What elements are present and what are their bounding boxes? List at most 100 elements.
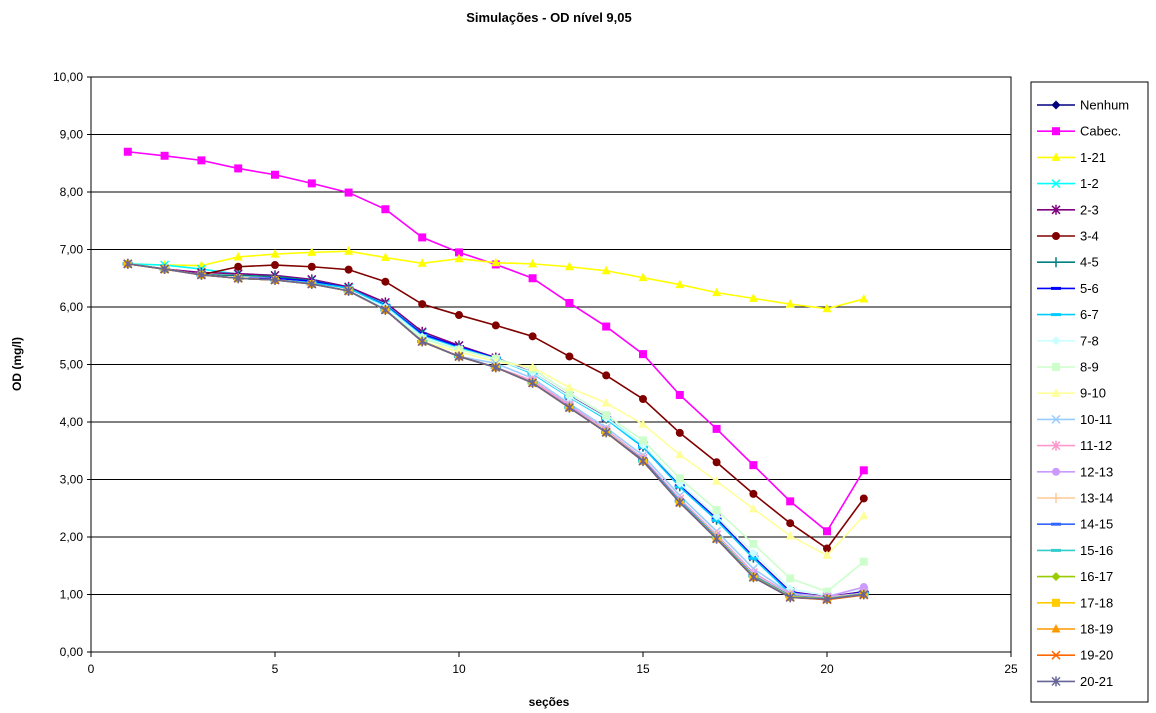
legend-box — [1030, 81, 1149, 703]
legend-item: 6-7 — [1037, 307, 1099, 322]
series-9-10-point — [675, 449, 685, 459]
series-1-21-point — [270, 249, 280, 258]
legend-item: 8-9 — [1037, 360, 1099, 375]
legend-label: 8-9 — [1080, 360, 1099, 375]
series-20-21-point — [785, 592, 795, 603]
series-3-4-point — [528, 332, 537, 341]
series-cabec-point — [859, 466, 868, 475]
series-8-9-point — [786, 574, 795, 583]
series-20-21-point — [601, 427, 611, 438]
series-1-21-point — [417, 258, 427, 267]
series-20-21-point — [307, 279, 317, 289]
legend-label: 10-11 — [1080, 412, 1112, 427]
series-1-21-point — [380, 252, 390, 262]
x-tick-label: 10 — [452, 662, 466, 676]
series-20-21-point — [491, 362, 501, 373]
legend-label: 3-4 — [1080, 229, 1099, 244]
chart-title: Simulações - OD nível 9,05 — [466, 10, 631, 25]
series-8-9-point — [639, 436, 647, 445]
legend-label: 19-20 — [1080, 648, 1113, 663]
legend-marker — [1051, 414, 1061, 424]
series-8-9-point — [602, 411, 611, 420]
series-1-21-point — [307, 247, 317, 256]
series-3-4-point — [344, 265, 353, 274]
series-group — [122, 147, 869, 605]
series-9-10-point — [748, 503, 758, 513]
series-20-21-point — [859, 589, 869, 600]
y-tick-label: 6,00 — [60, 300, 84, 314]
x-axis: 0 5 10 15 20 25 — [88, 652, 1018, 676]
series-3-4-point — [749, 489, 758, 498]
legend-item: 16-17 — [1037, 569, 1113, 584]
y-axis: 0,00 1,00 2,00 3,00 4,00 5,00 6,00 7,00 8,00 9,00… — [53, 70, 91, 659]
series-3-4-point — [786, 519, 795, 528]
y-tick-label: 10,00 — [53, 70, 83, 84]
legend-marker — [1052, 232, 1060, 240]
series-20-21-point — [160, 264, 170, 275]
legend-item: 19-20 — [1037, 648, 1113, 663]
legend-marker — [1051, 179, 1061, 189]
series-20-21-point — [712, 533, 722, 544]
y-axis-title: OD (mg/l) — [10, 337, 24, 391]
series-cabec-point — [565, 298, 574, 307]
series-20-21-point — [380, 304, 390, 315]
series-3-4-point — [234, 262, 243, 271]
y-tick-label: 8,00 — [60, 185, 84, 199]
series-3-4 — [123, 259, 868, 553]
series-1-21-point — [712, 287, 722, 297]
legend-item: 17-18 — [1037, 595, 1113, 610]
series-1-21-point — [528, 258, 538, 268]
series-20-21-point — [675, 497, 685, 508]
legend-item: 10-11 — [1037, 412, 1112, 427]
series-1-21-point — [822, 303, 832, 313]
series-9-10-point — [859, 510, 869, 520]
series-cabec-point — [307, 179, 316, 188]
series-20-21-point — [196, 269, 206, 280]
legend-marker — [1051, 100, 1061, 110]
series-cabec-point — [712, 424, 721, 433]
series-20-21-point — [822, 594, 832, 605]
series-1-21-point — [785, 299, 795, 308]
series-cabec-point — [344, 188, 353, 197]
legend-marker — [1051, 204, 1061, 215]
series-3-4-point — [307, 262, 316, 271]
series-20-21-point — [123, 258, 133, 269]
legend-item: 11-12 — [1037, 438, 1112, 453]
series-3-4-point — [491, 321, 500, 330]
legend-label: 18-19 — [1080, 622, 1113, 637]
legend-label: 15-16 — [1080, 543, 1113, 558]
y-tick-label: 3,00 — [60, 473, 84, 487]
series-3-4-point — [639, 395, 647, 403]
series-3-4-point — [859, 494, 868, 503]
series-3-4-point — [602, 371, 611, 380]
series-20-21-point — [454, 351, 464, 362]
series-cabec-point — [418, 233, 427, 242]
legend-item: 20-21 — [1037, 674, 1113, 689]
legend-marker — [1052, 467, 1060, 476]
legend-marker — [1051, 336, 1061, 346]
y-tick-label: 1,00 — [60, 588, 84, 602]
series-cabec-point — [786, 497, 795, 506]
legend-label: 17-18 — [1080, 595, 1113, 610]
legend-item: Nenhum — [1037, 98, 1129, 113]
series-3-4-point — [675, 428, 684, 437]
x-tick-label: 5 — [272, 662, 279, 676]
legend-marker — [1051, 257, 1061, 268]
legend-label: 6-7 — [1080, 307, 1099, 322]
series-1-21-point — [859, 293, 869, 303]
legend-label: Cabec. — [1080, 124, 1121, 139]
series-7-8-point — [712, 511, 722, 521]
legend-item: 12-13 — [1037, 464, 1113, 479]
series-1-21-point — [638, 272, 648, 282]
x-tick-label: 20 — [820, 662, 834, 676]
series-1-21-point — [344, 246, 354, 255]
series-cabec-point — [675, 390, 684, 399]
legend-marker — [1051, 624, 1061, 633]
legend-label: 5-6 — [1080, 281, 1099, 296]
legend-marker — [1052, 363, 1060, 371]
legend-label: 16-17 — [1080, 569, 1113, 584]
series-8-9-point — [859, 557, 868, 566]
legend-marker — [1051, 650, 1061, 660]
legend-marker — [1051, 152, 1061, 161]
